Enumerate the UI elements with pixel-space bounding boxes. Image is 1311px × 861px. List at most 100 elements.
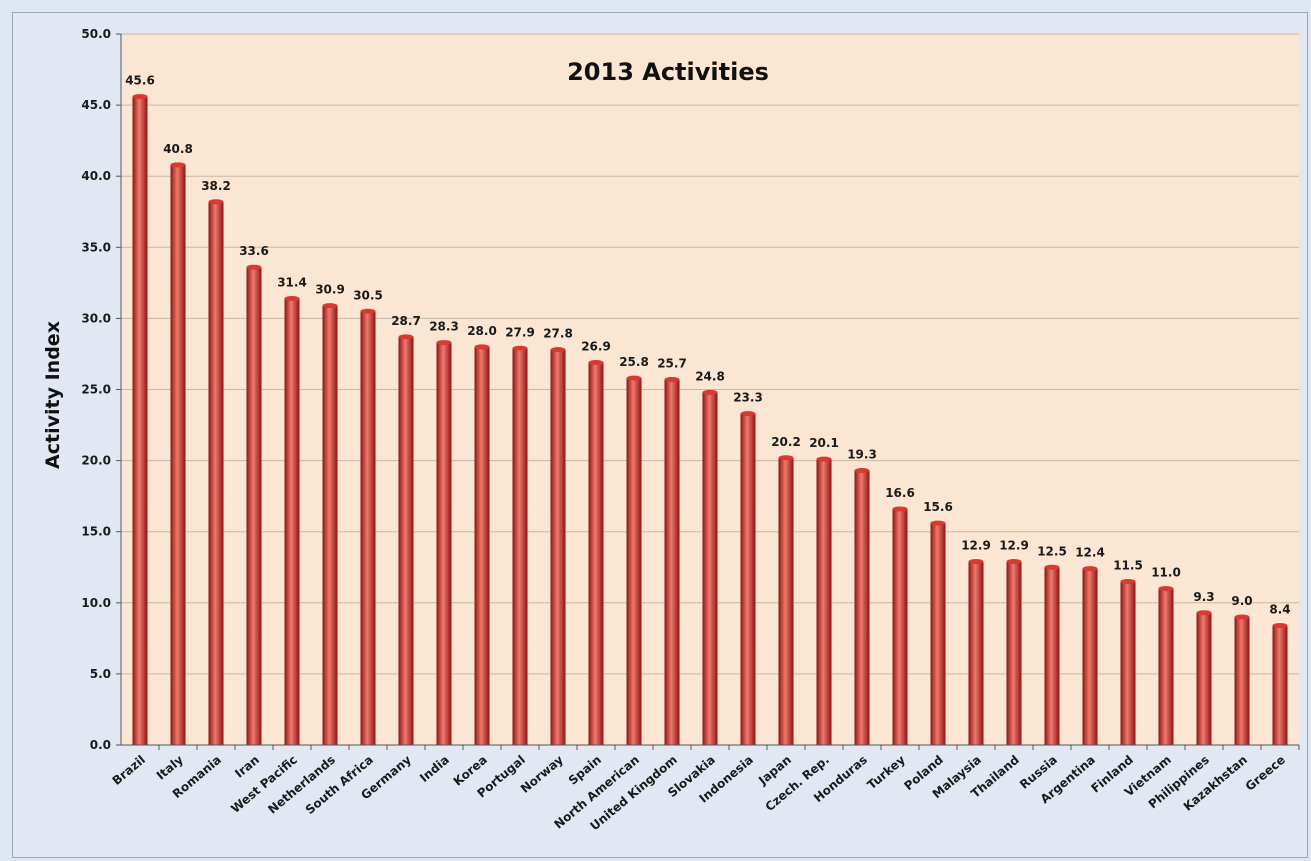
data-label: 27.9 — [505, 325, 535, 339]
bar-cap — [1158, 586, 1174, 592]
bar — [664, 379, 680, 745]
bar-cap — [360, 308, 376, 314]
bar-cap — [664, 377, 680, 383]
y-tick-label: 30.0 — [81, 311, 111, 325]
bar — [1044, 567, 1060, 745]
bar — [930, 523, 946, 745]
data-label: 20.2 — [771, 435, 801, 449]
bar — [1158, 588, 1174, 745]
bar-cap — [208, 199, 224, 205]
data-label: 28.0 — [467, 324, 497, 338]
data-label: 27.8 — [543, 327, 573, 341]
data-label: 8.4 — [1269, 603, 1290, 617]
y-axis-label: Activity Index — [42, 321, 64, 469]
data-label: 40.8 — [163, 142, 193, 156]
data-label: 12.9 — [961, 539, 991, 553]
y-tick-label: 20.0 — [81, 454, 111, 468]
y-tick-label: 15.0 — [81, 525, 111, 539]
data-label: 30.5 — [353, 288, 383, 302]
x-tick-label: West Pacific — [228, 753, 300, 816]
bar — [1272, 625, 1288, 745]
bar-cap — [1120, 578, 1136, 584]
data-label: 11.0 — [1151, 566, 1181, 580]
data-label: 24.8 — [695, 369, 725, 383]
bar-cap — [588, 359, 604, 365]
bar — [208, 201, 224, 745]
data-label: 12.5 — [1037, 544, 1067, 558]
data-label: 11.5 — [1113, 558, 1143, 572]
x-tick-label: Norway — [518, 752, 566, 796]
bar-cap — [892, 506, 908, 512]
y-tick-label: 0.0 — [90, 738, 111, 752]
data-label: 38.2 — [201, 179, 231, 193]
data-label: 20.1 — [809, 436, 839, 450]
bar — [398, 336, 414, 745]
bar-cap — [854, 468, 870, 474]
bar — [132, 96, 148, 746]
bar-cap — [284, 295, 300, 301]
bar — [550, 349, 566, 745]
bar — [436, 342, 452, 745]
data-labels: 45.6 40.8 38.2 33.6 31.4 30.9 30.5 28.7 28.3 28.0… — [125, 74, 1290, 617]
bars — [132, 94, 1288, 746]
bar — [626, 378, 642, 745]
axes — [116, 33, 1300, 750]
bar-cap — [626, 375, 642, 381]
y-tick-label: 10.0 — [81, 596, 111, 610]
data-label: 45.6 — [125, 74, 155, 88]
bar — [778, 457, 794, 745]
bar-cap — [512, 345, 528, 351]
bar-cap — [1006, 559, 1022, 565]
data-label: 33.6 — [239, 244, 269, 258]
bar-cap — [474, 344, 490, 350]
data-label: 30.9 — [315, 283, 345, 297]
bar-cap — [1082, 566, 1098, 572]
data-label: 19.3 — [847, 448, 877, 462]
bar — [588, 362, 604, 745]
bar — [1006, 561, 1022, 745]
data-label: 16.6 — [885, 486, 915, 500]
bar-cap — [930, 520, 946, 526]
x-tick-label: Netherlands — [265, 753, 338, 817]
bar — [892, 508, 908, 745]
x-tick-label: Iran — [232, 753, 262, 781]
bar-cap — [550, 347, 566, 353]
data-label: 31.4 — [277, 275, 307, 289]
bar — [816, 459, 832, 745]
x-tick-label: Greece — [1243, 753, 1288, 794]
data-label: 25.7 — [657, 357, 687, 371]
x-tick-label: South Africa — [303, 753, 376, 817]
y-tick-labels: 0.0 5.0 10.0 15.0 20.0 25.0 30.0 35.0 40.0 45.0 50… — [81, 27, 111, 752]
data-label: 9.0 — [1231, 594, 1252, 608]
bar — [322, 305, 338, 745]
bar-cap — [1234, 614, 1250, 620]
data-label: 12.4 — [1075, 546, 1105, 560]
bar — [702, 392, 718, 745]
x-tick-label: Brazil — [110, 753, 148, 788]
y-tick-label: 5.0 — [90, 667, 111, 681]
bar-cap — [740, 411, 756, 417]
bar — [1234, 617, 1250, 745]
bar-cap — [398, 334, 414, 340]
x-tick-label: Italy — [154, 752, 186, 782]
bar — [246, 267, 262, 745]
data-label: 28.3 — [429, 320, 459, 334]
bar-cap — [1272, 623, 1288, 629]
bar — [360, 311, 376, 745]
bar-cap — [816, 456, 832, 462]
bar-cap — [1044, 564, 1060, 570]
y-tick-label: 50.0 — [81, 27, 111, 41]
data-label: 28.7 — [391, 314, 421, 328]
data-label: 23.3 — [733, 391, 763, 405]
bar — [474, 346, 490, 745]
bar-cap — [778, 455, 794, 461]
bar — [1120, 581, 1136, 745]
bar-cap — [246, 264, 262, 270]
data-label: 12.9 — [999, 539, 1029, 553]
bar-cap — [968, 559, 984, 565]
bar-cap — [170, 162, 186, 168]
y-tick-label: 40.0 — [81, 169, 111, 183]
x-tick-label: India — [417, 753, 452, 785]
